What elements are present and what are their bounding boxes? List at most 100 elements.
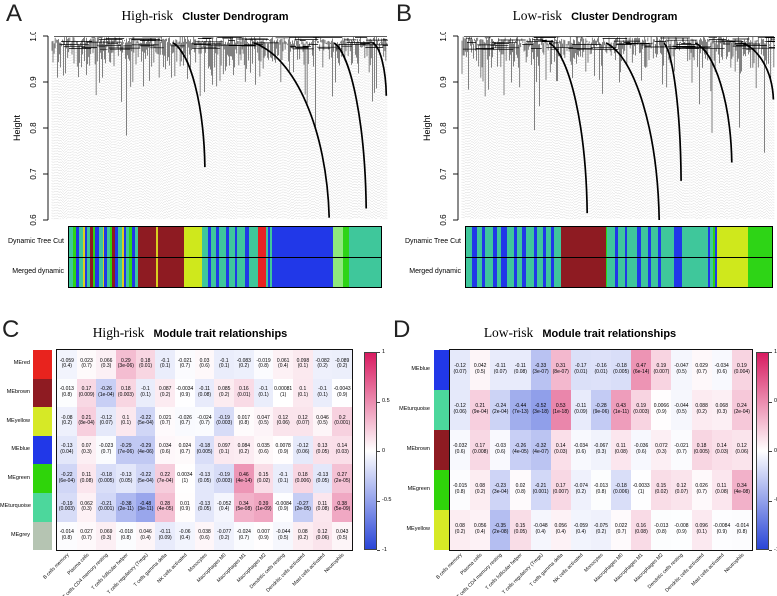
module-row-label: MEgrey bbox=[11, 531, 30, 538]
module-color-segment bbox=[126, 257, 130, 287]
cell-correlation: 0.12 bbox=[317, 529, 328, 536]
heatmap-cell: 0.14 (0.03) bbox=[711, 430, 732, 470]
module-color-segment bbox=[201, 227, 208, 257]
cell-correlation: -0.29 bbox=[120, 443, 132, 450]
cell-pvalue: (0.2) bbox=[337, 363, 348, 370]
cell-correlation: 0.17 bbox=[555, 483, 566, 490]
heatmap-cell: 0.14 (0.03) bbox=[332, 435, 353, 465]
module-color-segment bbox=[715, 227, 718, 257]
module-color-segment bbox=[245, 227, 249, 257]
heatmap-cell: -0.08 (0.2) bbox=[57, 407, 77, 436]
module-color-segment bbox=[258, 227, 266, 257]
cell-pvalue: (7e-06) bbox=[117, 449, 134, 456]
heatmap-cell: 0.31 (8e-07) bbox=[550, 350, 571, 390]
cell-correlation: 0.15 bbox=[515, 523, 526, 530]
cell-correlation: 0.14 bbox=[716, 443, 727, 450]
svg-text:0.9: 0.9 bbox=[29, 76, 38, 88]
module-color-segment bbox=[496, 257, 502, 287]
cell-pvalue: (0.006) bbox=[294, 477, 311, 484]
heatmap-cell: 0.08 (0.2) bbox=[293, 521, 313, 551]
cell-pvalue: (0.06) bbox=[735, 449, 749, 455]
panel-d-risk-label: Low-risk bbox=[483, 325, 534, 340]
module-row-label: MEbrown bbox=[6, 388, 30, 395]
cell-correlation: -0.12 bbox=[100, 414, 112, 421]
cell-correlation: 0.066 bbox=[99, 357, 113, 364]
cell-pvalue: (0.05) bbox=[197, 506, 212, 513]
heatmap-cell: 0.021 (0.7) bbox=[155, 407, 175, 436]
heatmap-cell: 0.03 (0.6) bbox=[194, 350, 215, 379]
cell-correlation: 0.061 bbox=[276, 357, 290, 364]
cell-correlation: -0.0043 bbox=[333, 386, 351, 393]
colorbar-tick bbox=[769, 550, 772, 551]
cell-correlation: -0.27 bbox=[297, 500, 309, 507]
cell-pvalue: (0.6) bbox=[636, 449, 647, 455]
heatmap-cell: -0.11 (0.09) bbox=[155, 521, 175, 551]
module-color-swatch bbox=[33, 407, 52, 436]
cell-correlation: -0.29 bbox=[139, 443, 152, 450]
module-color-segment bbox=[624, 257, 628, 287]
colorbar-tick bbox=[769, 451, 772, 452]
module-color-segment bbox=[717, 227, 748, 257]
cell-pvalue: (0.2) bbox=[575, 489, 586, 495]
cell-correlation: -0.28 bbox=[595, 403, 607, 410]
cell-pvalue: (0.01) bbox=[594, 369, 608, 375]
heatmap-cell: -0.067 (0.3) bbox=[590, 430, 612, 470]
heatmap-cell: 0.28 (4e-05) bbox=[155, 493, 175, 522]
cell-pvalue: (0.7) bbox=[160, 420, 171, 427]
module-color-segment bbox=[90, 257, 93, 287]
cell-pvalue: (6e-14) bbox=[633, 369, 650, 375]
cell-correlation: 0.08 bbox=[475, 483, 486, 490]
heatmap-cell: -0.089 (0.2) bbox=[332, 350, 353, 379]
cell-correlation: 0.084 bbox=[237, 443, 251, 450]
heatmap-cell: 0.11 (0.08) bbox=[711, 470, 732, 510]
cell-pvalue: (0.2) bbox=[219, 391, 230, 398]
heatmap-cell: -0.06 (0.4) bbox=[175, 521, 195, 551]
module-color-segment bbox=[78, 257, 83, 287]
module-color-segment bbox=[526, 227, 535, 257]
heatmap-cell: 0.24 (2e-04) bbox=[731, 390, 752, 430]
cell-pvalue: (0.003) bbox=[58, 506, 75, 513]
module-color-segment bbox=[554, 227, 561, 257]
svg-text:0.7: 0.7 bbox=[439, 168, 448, 180]
cell-pvalue: (0.03) bbox=[335, 449, 349, 456]
cell-pvalue: (0.8) bbox=[656, 529, 667, 535]
cell-pvalue: (2e-05) bbox=[334, 477, 351, 484]
cell-pvalue: (0.3) bbox=[595, 449, 607, 455]
cell-correlation: -0.024 bbox=[236, 529, 251, 536]
module-color-segment bbox=[201, 257, 208, 287]
cell-correlation: 0.11 bbox=[81, 471, 92, 478]
heatmap-cell: -0.036 (0.6) bbox=[631, 430, 652, 470]
heatmap-cell: 0.17 (0.007) bbox=[550, 470, 571, 510]
heatmap-cell: -0.075 (0.2) bbox=[590, 510, 612, 550]
module-color-swatch bbox=[33, 350, 52, 379]
heatmap-cell: 0.11 (0.08) bbox=[611, 430, 632, 470]
heatmap-cell: -0.014 (0.8) bbox=[57, 521, 77, 551]
cell-correlation: -0.44 bbox=[514, 403, 527, 410]
heatmap-cell: -0.13 (0.05) bbox=[194, 464, 215, 493]
heatmap-cell: -0.019 (0.8) bbox=[253, 350, 274, 379]
cell-correlation: 0.34 bbox=[737, 483, 747, 490]
cell-correlation: -0.03 bbox=[494, 443, 507, 450]
panel-c-label: C bbox=[2, 316, 20, 343]
cell-pvalue: (7e-04) bbox=[157, 477, 174, 484]
cell-pvalue: (0.3) bbox=[101, 534, 112, 541]
cell-correlation: 0.02 bbox=[515, 483, 526, 490]
module-color-segment bbox=[516, 257, 522, 287]
heatmap-cell: 0.18 (0.01) bbox=[135, 350, 156, 379]
module-color-segment bbox=[493, 257, 497, 287]
module-color-segment bbox=[112, 257, 116, 287]
module-color-segment bbox=[102, 227, 105, 257]
cell-correlation: -0.16 bbox=[595, 363, 607, 370]
cell-correlation: -0.21 bbox=[100, 500, 112, 507]
cell-correlation: -0.013 bbox=[59, 386, 74, 393]
heatmap-cell: 0.38 (5e-09) bbox=[332, 493, 353, 522]
panel-c-title: High-risk Module trait relationships bbox=[40, 325, 340, 341]
panel-b-title: Low-risk Cluster Dendrogram bbox=[450, 8, 740, 24]
heatmap-cell: 0.02 (0.8) bbox=[510, 470, 531, 510]
cell-pvalue: (0.003) bbox=[216, 420, 233, 427]
module-color-segment bbox=[618, 257, 625, 287]
cell-correlation: 0.088 bbox=[695, 403, 708, 410]
cell-pvalue: (0.7) bbox=[696, 489, 707, 495]
heatmap-cell: -0.044 (0.5) bbox=[273, 521, 294, 551]
cell-pvalue: (0.7) bbox=[179, 449, 190, 456]
